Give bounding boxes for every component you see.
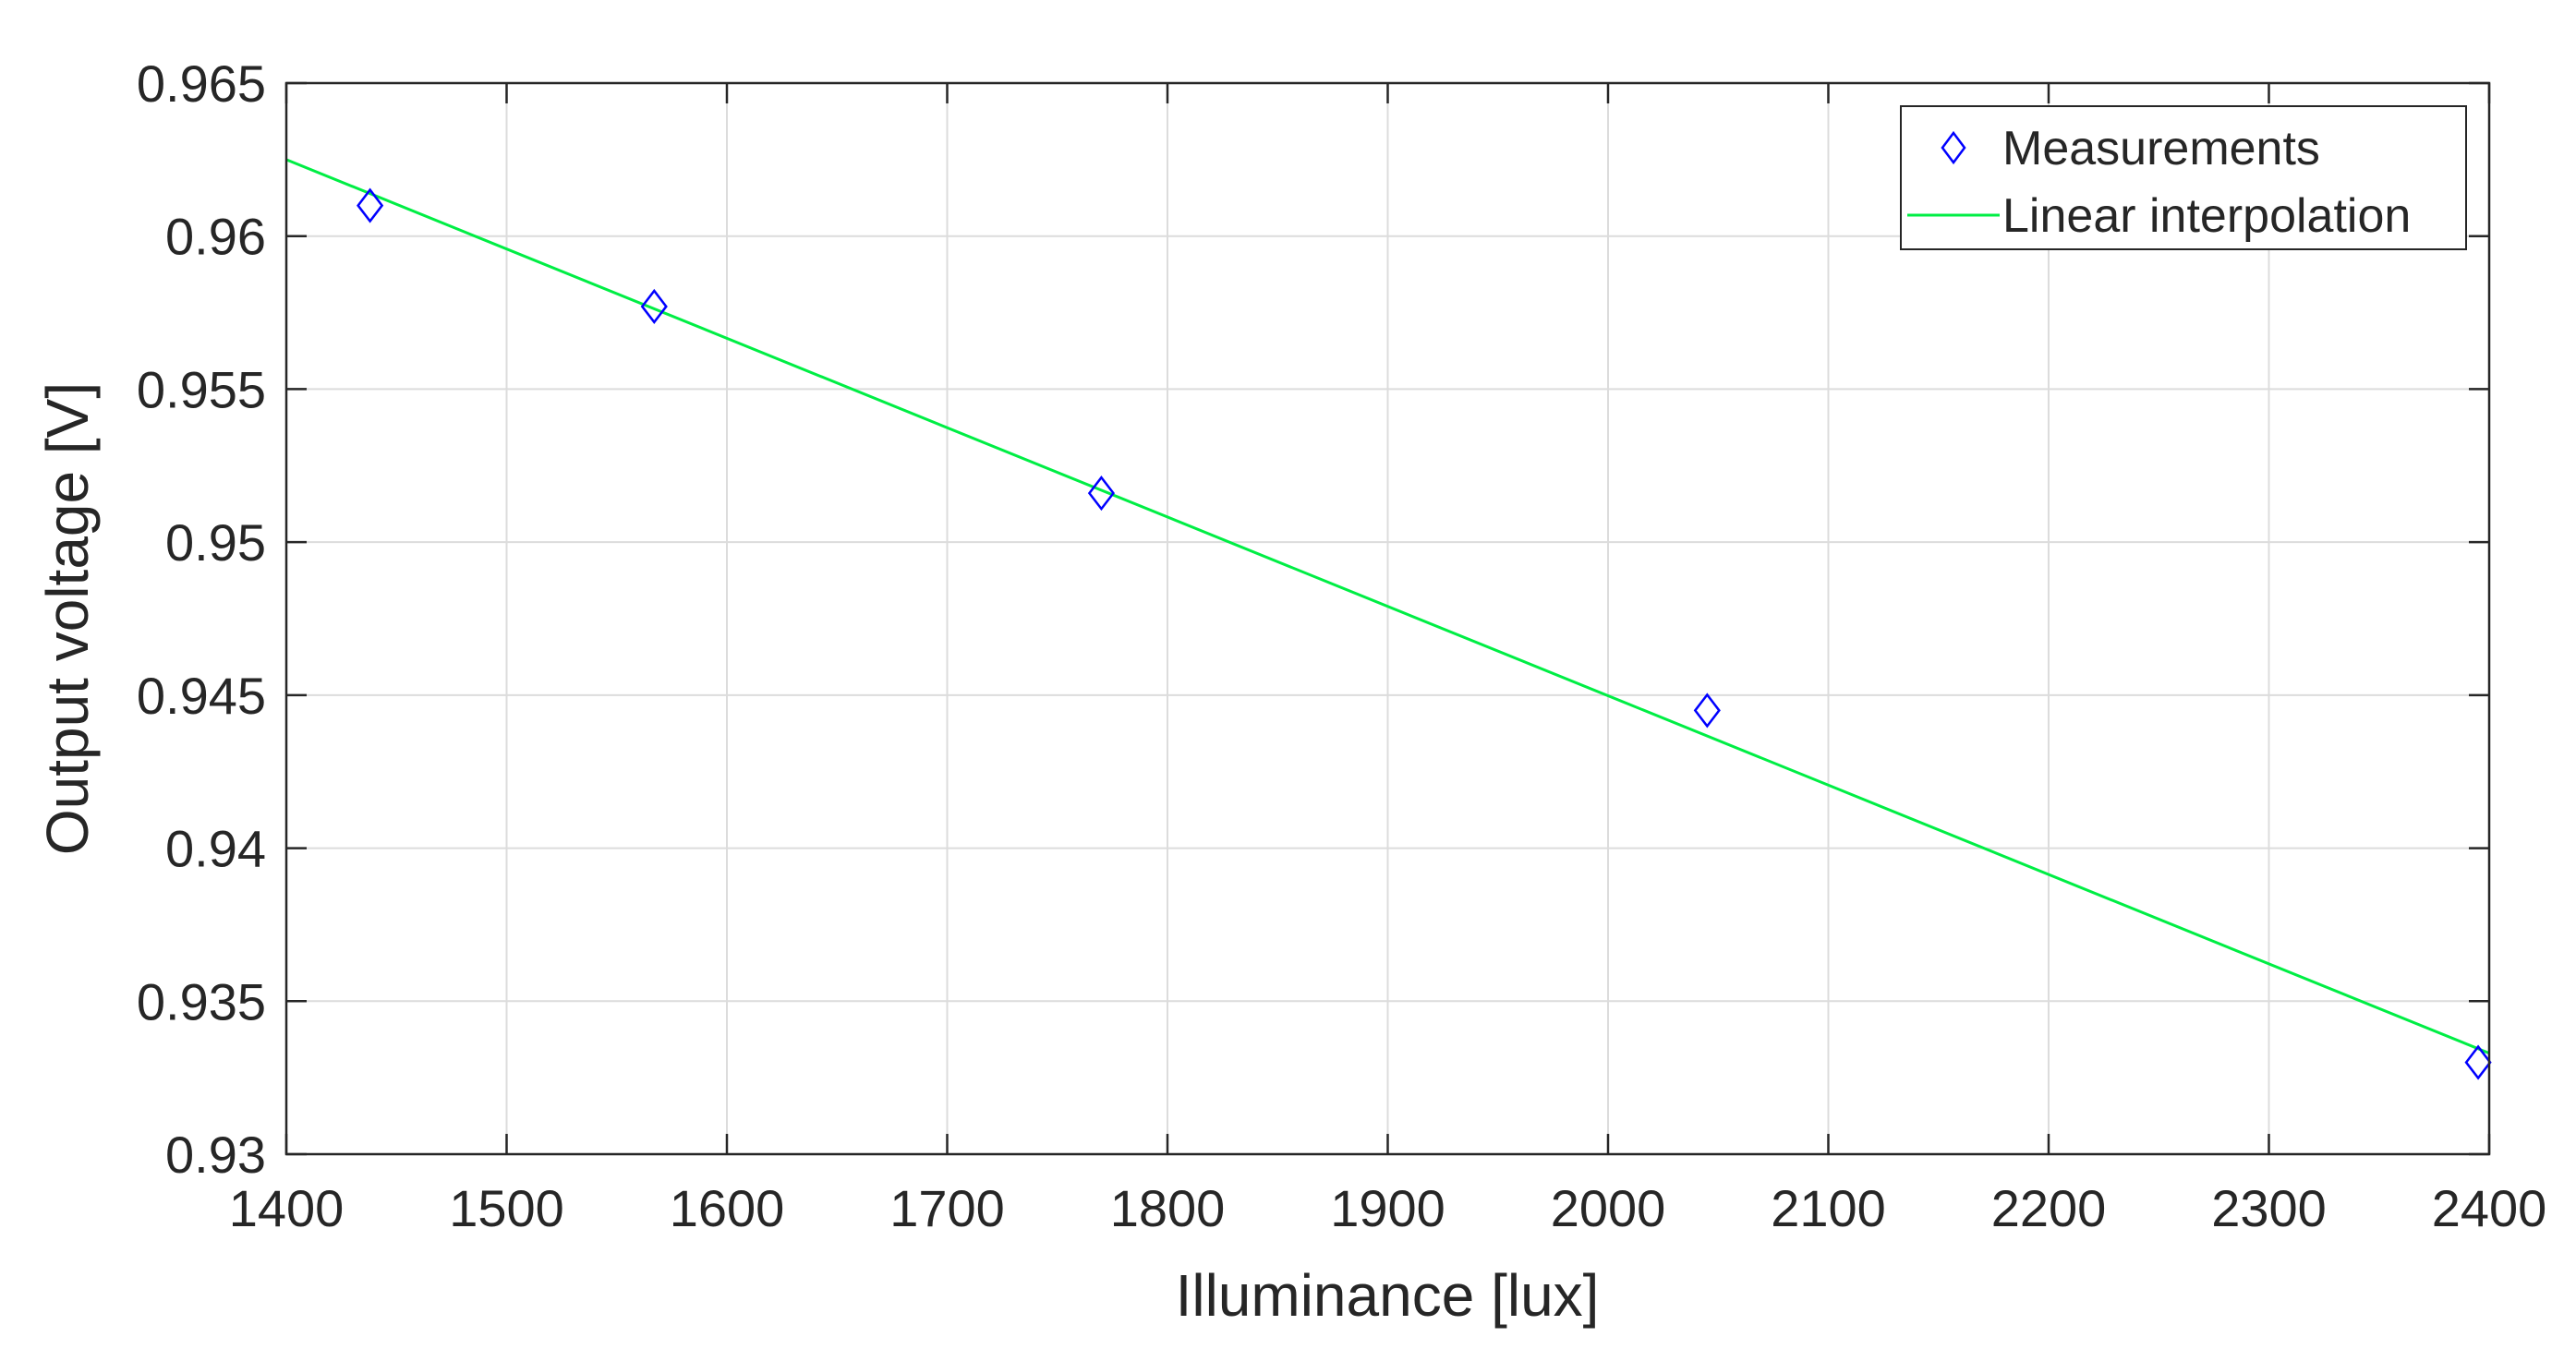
x-tick-label: 2000 [1551,1179,1666,1237]
x-tick-label: 2300 [2211,1179,2327,1237]
legend: Measurements Linear interpolation [1900,105,2467,250]
series-layer [285,158,2492,1080]
legend-label-linear-interpolation: Linear interpolation [2002,189,2411,243]
x-tick-label: 1800 [1110,1179,1226,1237]
x-tick-label: 1500 [449,1179,564,1237]
y-tick-label: 0.965 [137,54,266,113]
ticks: 1400 1500 1600 1700 1800 1900 2000 2100 2200 2300… [137,54,2546,1237]
legend-box [1900,105,2467,250]
y-tick-label: 0.935 [137,972,266,1030]
x-tick-label: 2200 [1991,1179,2107,1237]
x-axis-label: Illuminance [lux] [1176,1262,1600,1329]
y-tick-label: 0.94 [165,820,266,878]
measurement-point [640,288,668,325]
measurement-point [2464,1044,2492,1080]
y-tick-label: 0.955 [137,360,266,418]
y-tick-label: 0.96 [165,208,266,266]
x-tick-label: 2400 [2432,1179,2547,1237]
y-tick-label: 0.945 [137,667,266,725]
x-tick-label: 1400 [229,1179,345,1237]
x-tick-label: 1900 [1330,1179,1445,1237]
x-tick-label: 1700 [889,1179,1005,1237]
x-tick-label: 1600 [670,1179,785,1237]
y-tick-label: 0.95 [165,513,266,572]
legend-label-measurements: Measurements [2002,122,2320,175]
measurement-point [1087,476,1116,512]
measurement-point [1693,693,1721,729]
y-tick-label: 0.93 [165,1126,266,1184]
measurement-point [357,187,384,223]
x-tick-label: 2100 [1771,1179,1886,1237]
legend-marker-measurements [1941,130,1966,165]
series-line-linear-interpolation [285,158,2490,1055]
y-axis-label: Output voltage [V] [34,382,101,855]
